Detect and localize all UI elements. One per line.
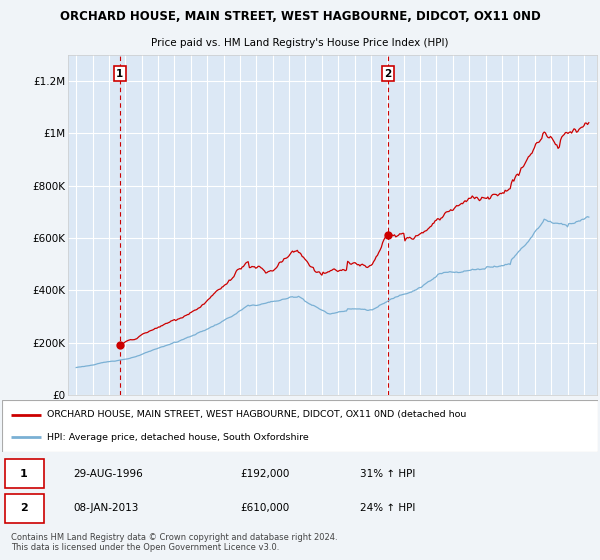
Text: ORCHARD HOUSE, MAIN STREET, WEST HAGBOURNE, DIDCOT, OX11 0ND: ORCHARD HOUSE, MAIN STREET, WEST HAGBOUR… [59, 10, 541, 23]
Text: £610,000: £610,000 [241, 503, 290, 514]
Bar [5, 494, 44, 522]
Text: 24% ↑ HPI: 24% ↑ HPI [359, 503, 415, 514]
Text: 29-AUG-1996: 29-AUG-1996 [74, 469, 143, 479]
Text: 1: 1 [116, 69, 124, 78]
Text: 2: 2 [384, 69, 391, 78]
Text: HPI: Average price, detached house, South Oxfordshire: HPI: Average price, detached house, Sout… [47, 433, 308, 442]
Bar [5, 459, 44, 488]
Text: £192,000: £192,000 [241, 469, 290, 479]
Text: 31% ↑ HPI: 31% ↑ HPI [359, 469, 415, 479]
Text: ORCHARD HOUSE, MAIN STREET, WEST HAGBOURNE, DIDCOT, OX11 0ND (detached hou: ORCHARD HOUSE, MAIN STREET, WEST HAGBOUR… [47, 410, 466, 419]
Text: 1: 1 [20, 469, 28, 479]
Text: 2: 2 [20, 503, 28, 514]
Text: 08-JAN-2013: 08-JAN-2013 [74, 503, 139, 514]
Text: Contains HM Land Registry data © Crown copyright and database right 2024.
This d: Contains HM Land Registry data © Crown c… [11, 533, 338, 552]
Text: Price paid vs. HM Land Registry's House Price Index (HPI): Price paid vs. HM Land Registry's House … [151, 38, 449, 48]
